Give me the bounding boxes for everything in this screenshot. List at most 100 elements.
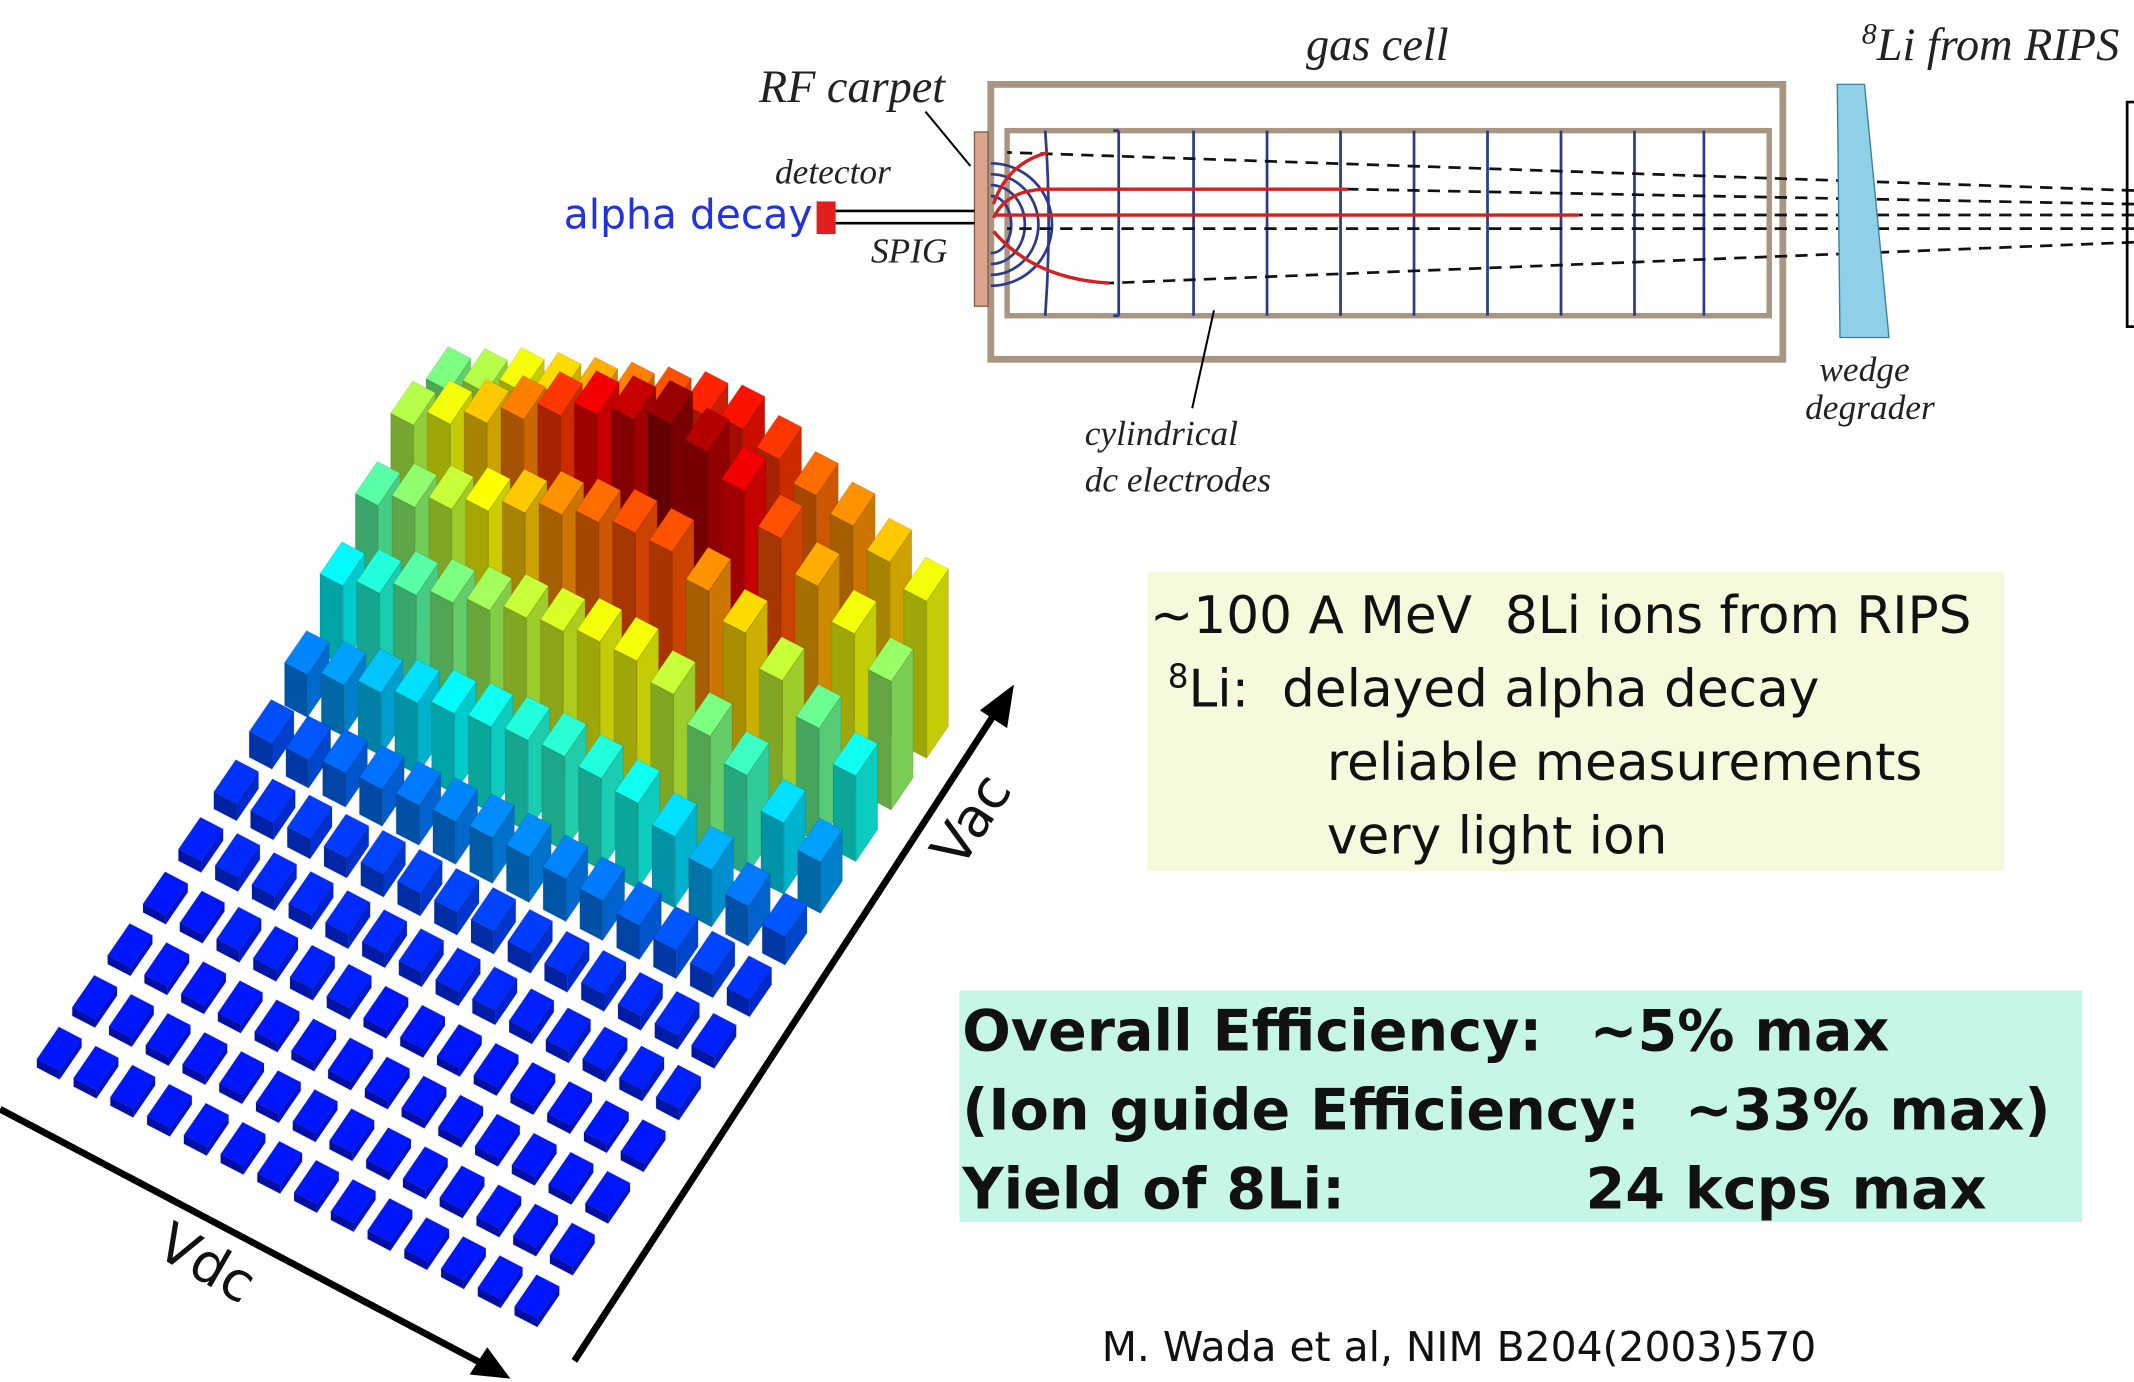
bar xyxy=(509,989,554,1044)
wedge-label: wedge xyxy=(1819,349,1909,389)
bar xyxy=(441,1236,486,1288)
text: Li: delayed alpha decay xyxy=(1188,659,1819,719)
bar xyxy=(290,945,335,1000)
bar xyxy=(475,1114,520,1166)
bar xyxy=(327,964,372,1019)
sup: 8 xyxy=(1862,18,1877,51)
wedge xyxy=(1837,84,1889,337)
bar xyxy=(368,1198,413,1250)
vac-arrow xyxy=(980,685,1014,729)
bar xyxy=(550,1223,595,1275)
bar xyxy=(219,1051,264,1103)
bar xyxy=(656,1065,701,1120)
spig-label: SPIG xyxy=(871,231,948,271)
eff-label: Overall Efficiency: xyxy=(962,999,1542,1065)
info-line: very light ion xyxy=(1327,806,1668,866)
bar xyxy=(74,1046,119,1098)
eff-label: Yield of 8Li: xyxy=(961,1156,1345,1222)
bar xyxy=(583,1027,628,1082)
source-label: 8Li from RIPS xyxy=(1862,18,2119,71)
rf-carpet-label: RF carpet xyxy=(758,62,946,113)
info-line: reliable measurements xyxy=(1327,733,1922,793)
bar xyxy=(218,981,263,1033)
bar xyxy=(108,923,153,975)
bar xyxy=(294,1160,339,1212)
bar xyxy=(546,1008,591,1063)
bar xyxy=(72,975,117,1027)
bar xyxy=(474,1043,519,1095)
bar xyxy=(329,1109,374,1161)
text: Li from RIPS xyxy=(1876,20,2119,71)
bar xyxy=(365,1057,410,1109)
bar xyxy=(585,1171,630,1223)
bar xyxy=(331,1179,376,1231)
leader xyxy=(925,112,970,166)
eff-value: ~33% max) xyxy=(1685,1078,2051,1144)
electrodes-label: cylindrical xyxy=(1085,413,1238,453)
bar xyxy=(402,1076,447,1128)
alpha-decay-label: alpha decay xyxy=(564,191,813,239)
bar xyxy=(364,986,409,1038)
bar xyxy=(291,1019,336,1071)
bar xyxy=(146,1013,191,1065)
info-box: ~100 A MeV 8Li ions from RIPS 8Li: delay… xyxy=(1147,572,2004,871)
bar xyxy=(547,1081,592,1133)
bar xyxy=(437,1024,482,1076)
bar xyxy=(110,1065,155,1117)
bar xyxy=(257,1141,302,1193)
bar xyxy=(478,1256,523,1308)
bar xyxy=(147,1084,192,1136)
electrodes xyxy=(991,131,1704,316)
vac-label: Vac xyxy=(918,762,1024,878)
bar xyxy=(109,994,154,1046)
bar xyxy=(253,926,298,981)
citation: M. Wada et al, NIM B204(2003)570 xyxy=(1102,1323,1816,1371)
electrodes-label: dc electrodes xyxy=(1085,459,1271,499)
bar xyxy=(143,872,188,924)
bar xyxy=(328,1038,373,1090)
bar xyxy=(184,1103,229,1155)
rf-carpet xyxy=(974,132,988,306)
bar xyxy=(404,1217,449,1269)
page: Vdc Vac gas cell RF carpet 8Li from RIPS… xyxy=(0,0,2134,1382)
eff-value: 24 kcps max xyxy=(1586,1156,1987,1222)
bar xyxy=(513,1204,558,1256)
bar xyxy=(584,1100,629,1152)
info-line: 8Li: delayed alpha decay xyxy=(1168,657,1820,719)
bar xyxy=(476,1185,521,1237)
slide: Vdc Vac gas cell RF carpet 8Li from RIPS… xyxy=(0,0,2134,1382)
eff-value: ~5% max xyxy=(1590,999,1890,1065)
gas-cell-label: gas cell xyxy=(1306,20,1449,71)
bar xyxy=(440,1166,485,1218)
info-line: ~100 A MeV 8Li ions from RIPS xyxy=(1150,586,1971,646)
cell-inner xyxy=(1007,131,1769,316)
bar xyxy=(400,1005,445,1057)
bar xyxy=(515,1275,560,1327)
trajectories xyxy=(1007,152,2134,283)
bar xyxy=(510,1062,555,1114)
bar xyxy=(256,1070,301,1122)
bar xyxy=(221,1122,266,1174)
bar xyxy=(183,1032,228,1084)
bar xyxy=(180,891,225,943)
bar xyxy=(549,1152,594,1204)
wedge-label: degrader xyxy=(1805,387,1935,427)
bar xyxy=(512,1133,557,1185)
bar xyxy=(255,1000,300,1052)
sup: 8 xyxy=(1168,657,1189,695)
bar xyxy=(217,907,262,962)
bar xyxy=(619,1046,664,1101)
bar xyxy=(181,962,226,1014)
bar xyxy=(438,1095,483,1147)
bar xyxy=(403,1147,448,1199)
detector xyxy=(817,201,836,234)
vdc-label: Vdc xyxy=(147,1210,267,1316)
bar xyxy=(293,1090,338,1142)
ion-paths xyxy=(994,152,1579,283)
bar xyxy=(691,1013,736,1068)
bar xyxy=(366,1128,411,1180)
eff-label: (Ion guide Efficiency: xyxy=(962,1078,1640,1144)
detector-label: detector xyxy=(775,152,891,192)
bar xyxy=(37,1027,82,1079)
bar xyxy=(621,1119,666,1171)
